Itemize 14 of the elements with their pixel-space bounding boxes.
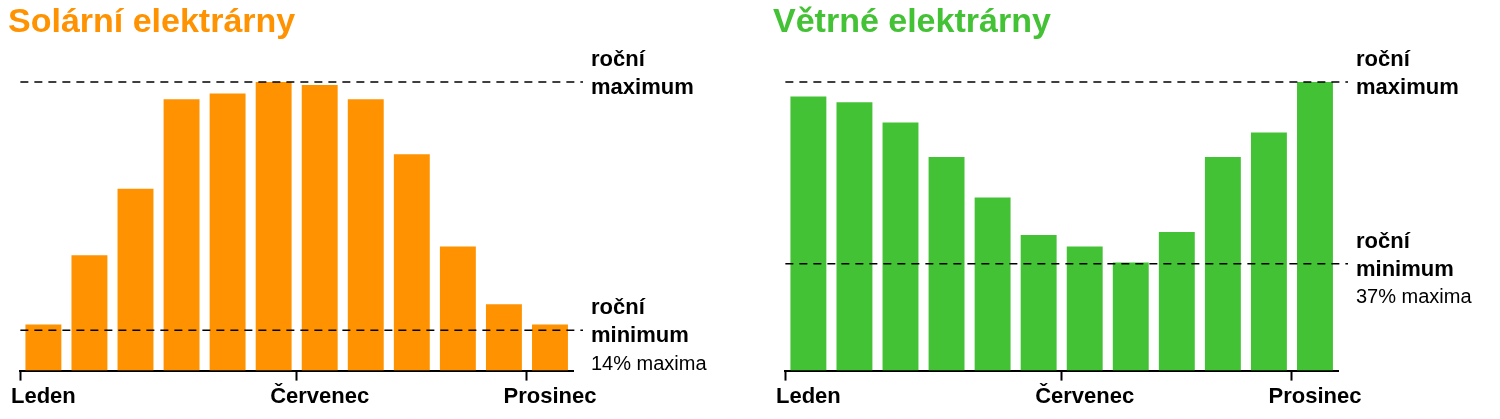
chart-title: Větrné elektrárny xyxy=(773,1,1052,39)
x-tick-label: Prosinec xyxy=(503,382,597,408)
chart-title: Solární elektrárny xyxy=(8,1,297,39)
text: 37% maxima xyxy=(1356,285,1473,308)
x-tick-label: Červenec xyxy=(1035,382,1135,408)
ref-line-label: roční maximum xyxy=(1356,46,1459,100)
x-tick-label: Červenec xyxy=(270,382,370,408)
text: 14% maxima xyxy=(591,351,708,374)
ref-line-label: roční minimum xyxy=(591,294,689,348)
x-tick-label: Leden xyxy=(775,382,841,408)
x-tick-label: Prosinec xyxy=(1268,382,1362,408)
ref-line-label: roční minimum xyxy=(1356,227,1454,281)
x-tick-label: Leden xyxy=(10,382,76,408)
ref-line-label: roční maximum xyxy=(591,46,694,100)
